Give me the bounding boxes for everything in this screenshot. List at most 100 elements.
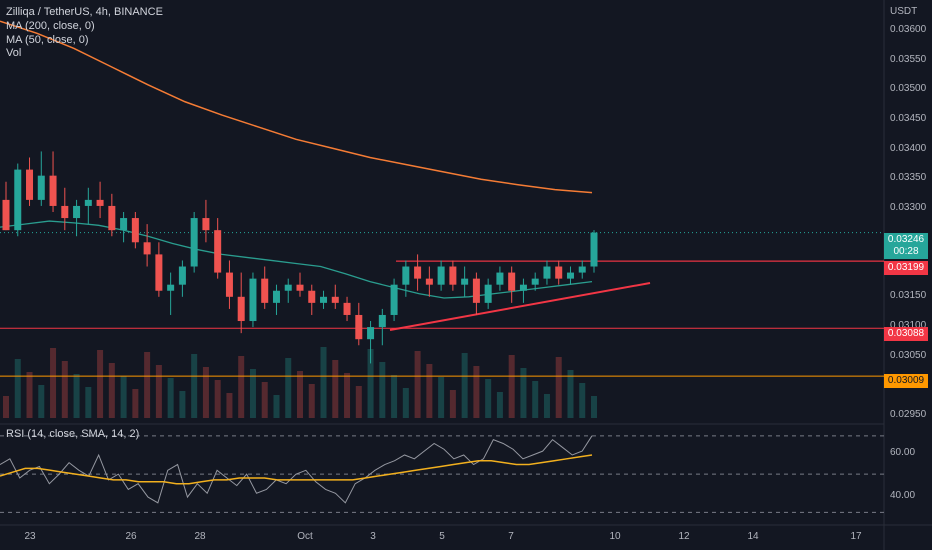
candle-body bbox=[355, 314, 363, 340]
candle-body bbox=[108, 205, 116, 231]
rsi-path bbox=[0, 435, 593, 504]
candle-body bbox=[378, 314, 386, 328]
candle-body bbox=[237, 296, 245, 322]
volume-bar bbox=[532, 381, 539, 418]
horizontal-levels[interactable] bbox=[0, 232, 884, 377]
trendlines[interactable] bbox=[389, 282, 651, 331]
volume-bar bbox=[473, 366, 480, 418]
price-tick: 0.03400 bbox=[890, 143, 927, 154]
candle-body bbox=[14, 169, 22, 231]
level-tag-red: 0.03199 bbox=[884, 261, 928, 275]
volume-bar bbox=[543, 394, 550, 418]
volume-bar bbox=[26, 372, 33, 418]
volume-bar bbox=[402, 388, 409, 418]
candle-body bbox=[49, 175, 57, 206]
candle-body bbox=[167, 284, 175, 291]
volume-bar bbox=[426, 364, 433, 418]
rsi-legend[interactable]: RSI (14, close, SMA, 14, 2) bbox=[6, 428, 140, 440]
candle-body bbox=[461, 278, 469, 285]
ma200-legend[interactable]: MA (200, close, 0) bbox=[6, 20, 95, 32]
candle-body bbox=[543, 266, 551, 279]
volume-bar bbox=[355, 386, 362, 418]
symbol-legend[interactable]: Zilliqa / TetherUS, 4h, BINANCE bbox=[6, 6, 163, 18]
price-tick: 0.03050 bbox=[890, 350, 927, 361]
volume-bar bbox=[73, 374, 80, 418]
candle-body bbox=[272, 290, 280, 303]
candle-body bbox=[37, 175, 45, 200]
volume-bar bbox=[461, 353, 468, 418]
volume-bars bbox=[3, 347, 597, 418]
rsi-sma-path bbox=[0, 454, 593, 485]
volume-bar bbox=[332, 360, 339, 418]
volume-bar bbox=[85, 387, 92, 418]
candle-body bbox=[155, 254, 163, 291]
volume-bar bbox=[108, 363, 115, 418]
candle-body bbox=[84, 199, 92, 206]
volume-bar bbox=[238, 356, 245, 418]
volume-bar bbox=[414, 351, 421, 418]
candle-body bbox=[484, 284, 492, 303]
volume-bar bbox=[61, 361, 68, 418]
candle-body bbox=[331, 296, 339, 303]
volume-bar bbox=[367, 349, 374, 418]
volume-bar bbox=[555, 357, 562, 418]
candle-body bbox=[343, 302, 351, 315]
price-tick: 0.03500 bbox=[890, 83, 927, 94]
candle-body bbox=[555, 266, 563, 279]
candle-body bbox=[414, 266, 422, 279]
time-tick: Oct bbox=[297, 531, 313, 542]
level-tag-red-2: 0.03088 bbox=[884, 327, 928, 341]
time-tick: 26 bbox=[125, 531, 137, 542]
time-tick: 5 bbox=[439, 531, 445, 542]
candle-body bbox=[590, 232, 598, 267]
time-tick: 17 bbox=[850, 531, 862, 542]
volume-bar bbox=[297, 371, 303, 418]
price-tick: 0.03350 bbox=[890, 172, 927, 183]
volume-bar bbox=[132, 389, 139, 418]
candle-body bbox=[284, 284, 292, 291]
rsi-band-lines bbox=[0, 435, 884, 513]
volume-bar bbox=[38, 385, 45, 418]
candle-body bbox=[508, 272, 516, 291]
time-tick: 28 bbox=[194, 531, 206, 542]
candle-body bbox=[437, 266, 445, 285]
candle-body bbox=[96, 199, 104, 206]
candle-body bbox=[120, 218, 128, 231]
volume-bar bbox=[308, 384, 315, 418]
candle-body bbox=[425, 278, 433, 285]
volume-bar bbox=[179, 391, 186, 418]
price-tick: 0.03550 bbox=[890, 54, 927, 65]
volume-bar bbox=[120, 376, 127, 418]
candle-body bbox=[296, 284, 304, 291]
candle-body bbox=[320, 296, 328, 303]
ascending-trendline bbox=[389, 282, 651, 331]
volume-bar bbox=[391, 375, 398, 418]
volume-bar bbox=[261, 382, 268, 418]
volume-bar bbox=[97, 350, 104, 418]
candle-body bbox=[249, 278, 257, 322]
rsi-tick: 60.00 bbox=[890, 447, 916, 458]
currency-label: USDT bbox=[890, 6, 918, 17]
volume-bar bbox=[144, 352, 151, 418]
volume-legend[interactable]: Vol bbox=[6, 47, 22, 59]
time-tick: 12 bbox=[678, 531, 690, 542]
volume-bar bbox=[591, 396, 597, 418]
chart-background bbox=[0, 0, 884, 525]
volume-bar bbox=[273, 395, 280, 418]
last-price-tag: 0.03246 00:28 bbox=[884, 233, 928, 259]
ma50-legend[interactable]: MA (50, close, 0) bbox=[6, 34, 89, 46]
rsi-tick: 40.00 bbox=[890, 490, 916, 501]
candle-body bbox=[143, 242, 151, 255]
volume-bar bbox=[285, 358, 292, 418]
ma50-path bbox=[0, 220, 593, 299]
volume-bar bbox=[167, 378, 174, 418]
volume-bar bbox=[567, 370, 574, 418]
volume-bar bbox=[191, 354, 198, 418]
volume-bar bbox=[449, 390, 456, 418]
candle-body bbox=[26, 169, 34, 200]
time-tick: 14 bbox=[747, 531, 759, 542]
candle-body bbox=[178, 266, 186, 285]
volume-bar bbox=[155, 365, 162, 418]
rsi-lines bbox=[0, 435, 593, 504]
